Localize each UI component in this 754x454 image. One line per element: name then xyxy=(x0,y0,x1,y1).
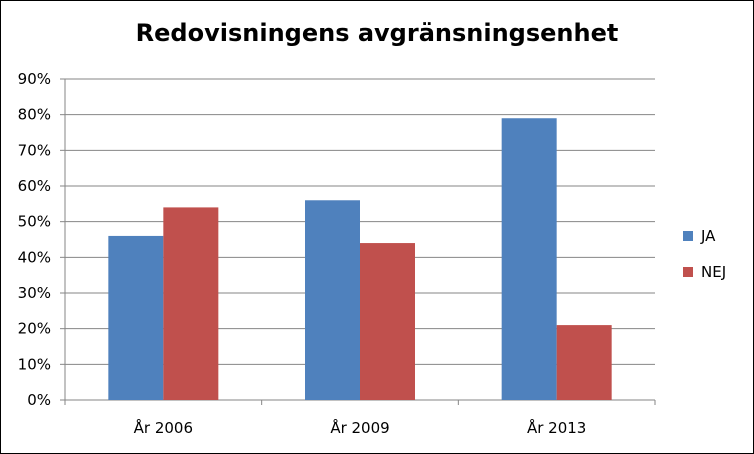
y-tick-label: 50% xyxy=(18,213,51,231)
legend: JA NEJ xyxy=(683,227,726,299)
bar-ja-0 xyxy=(108,235,164,400)
legend-label: NEJ xyxy=(701,263,727,281)
y-tick-label: 60% xyxy=(18,177,51,195)
y-tick-label: 20% xyxy=(18,320,51,338)
legend-item-nej: NEJ xyxy=(683,263,726,281)
x-tick-label: År 2013 xyxy=(527,418,586,437)
y-tick-label: 80% xyxy=(18,106,51,124)
x-tick-label: År 2009 xyxy=(330,418,389,437)
chart-title: Redovisningens avgränsningsenhet xyxy=(135,19,619,47)
bar-nej-2 xyxy=(556,325,612,400)
y-tick-label: 90% xyxy=(18,70,51,88)
bar-nej-1 xyxy=(360,243,415,400)
y-tick-label: 40% xyxy=(18,248,51,266)
x-tick-label: År 2006 xyxy=(134,418,193,437)
legend-item-ja: JA xyxy=(683,227,726,245)
y-tick-label: 70% xyxy=(18,141,51,159)
legend-label: JA xyxy=(701,227,716,245)
bar-ja-2 xyxy=(501,118,557,400)
y-tick-label: 10% xyxy=(18,355,51,373)
y-tick-label: 0% xyxy=(27,391,51,409)
bar-nej-0 xyxy=(163,207,219,400)
bar-ja-1 xyxy=(305,200,360,400)
legend-swatch xyxy=(683,231,693,241)
y-tick-label: 30% xyxy=(18,284,51,302)
legend-swatch xyxy=(683,267,693,277)
